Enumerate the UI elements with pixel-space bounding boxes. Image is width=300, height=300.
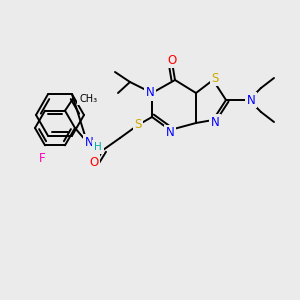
Text: N: N [146, 86, 154, 100]
Text: O: O [89, 155, 99, 169]
Text: N: N [85, 136, 93, 148]
Text: F: F [39, 152, 45, 165]
Text: S: S [211, 71, 219, 85]
Text: CH₃: CH₃ [79, 94, 97, 104]
Text: N: N [247, 94, 255, 106]
Text: N: N [211, 116, 219, 128]
Text: O: O [167, 53, 177, 67]
Text: N: N [166, 127, 174, 140]
Text: S: S [134, 118, 142, 130]
Text: H: H [94, 142, 102, 152]
